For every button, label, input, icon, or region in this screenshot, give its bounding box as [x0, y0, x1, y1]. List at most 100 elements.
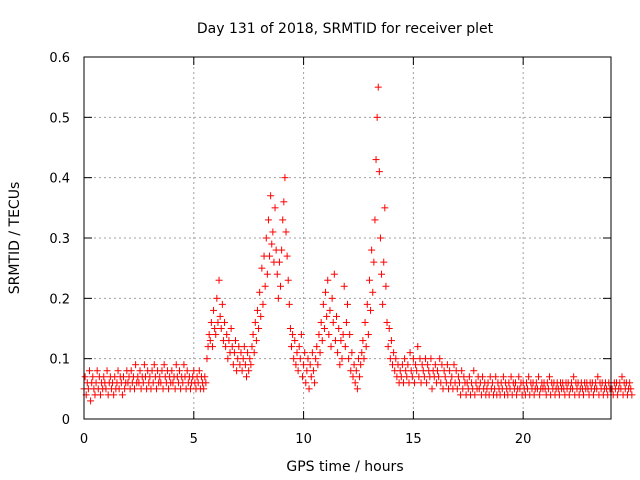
data-point [230, 349, 238, 357]
x-tick-label: 0 [80, 432, 88, 447]
data-point [363, 300, 371, 308]
data-point [546, 373, 554, 381]
data-point [357, 361, 365, 369]
data-point [381, 204, 389, 212]
data-point [224, 355, 232, 363]
data-point [81, 373, 89, 381]
data-point [297, 331, 305, 339]
data-point [302, 379, 310, 387]
data-point [428, 385, 436, 393]
data-point [275, 258, 283, 266]
data-point [288, 343, 296, 351]
data-point [435, 373, 443, 381]
data-point [414, 343, 422, 351]
x-tick-label: 15 [405, 432, 422, 447]
data-point [256, 288, 264, 296]
data-point [378, 270, 386, 278]
data-point [214, 318, 222, 326]
data-point [350, 361, 358, 369]
data-point [384, 343, 392, 351]
data-point [290, 355, 298, 363]
data-point [303, 367, 311, 375]
data-point [325, 331, 333, 339]
data-point [298, 373, 306, 381]
data-point [390, 349, 398, 357]
data-point [304, 355, 312, 363]
data-point [100, 373, 108, 381]
data-point [160, 361, 168, 369]
data-point [279, 216, 287, 224]
data-point [267, 192, 275, 200]
data-point [344, 300, 351, 308]
data-point [305, 385, 313, 393]
data-point [251, 318, 259, 326]
y-axis-label: SRMTID / TECUs [7, 182, 23, 295]
data-point [216, 312, 224, 320]
data-point [392, 355, 400, 363]
data-point [406, 349, 414, 357]
data-point [423, 379, 431, 387]
data-point [359, 337, 367, 345]
data-point [212, 331, 220, 339]
data-point [334, 349, 342, 357]
data-point [93, 367, 101, 375]
data-point [314, 361, 322, 369]
data-point [207, 318, 215, 326]
data-point [244, 349, 252, 357]
y-tick-label: 0.1 [49, 353, 70, 368]
data-point [308, 349, 316, 357]
data-point [375, 168, 383, 176]
y-tick-label: 0.3 [49, 232, 70, 247]
data-point [284, 276, 292, 284]
data-point [337, 337, 345, 345]
data-point [448, 373, 456, 381]
data-point [168, 367, 176, 375]
data-point [127, 367, 135, 375]
data-point [329, 318, 337, 326]
data-point [96, 391, 104, 399]
data-point [330, 270, 338, 278]
data-point [150, 361, 158, 369]
data-point [246, 355, 254, 363]
data-point [345, 355, 353, 363]
data-point [360, 355, 368, 363]
data-point [626, 379, 634, 387]
data-point [369, 288, 377, 296]
data-point [338, 355, 346, 363]
data-point [203, 355, 211, 363]
data-point [228, 343, 236, 351]
data-point [136, 367, 144, 375]
data-point [413, 367, 421, 375]
data-point [515, 373, 523, 381]
data-point [404, 361, 412, 369]
data-point [259, 300, 267, 308]
data-point [238, 367, 246, 375]
data-point [335, 325, 343, 332]
data-point [349, 373, 357, 381]
data-point [89, 373, 97, 381]
data-point [424, 361, 432, 369]
data-point [352, 367, 360, 375]
data-point [312, 355, 320, 363]
data-point [206, 337, 214, 345]
data-point [200, 385, 208, 393]
data-point [362, 343, 370, 351]
data-point [339, 331, 347, 339]
y-tick-label: 0.2 [49, 292, 70, 307]
data-point [370, 258, 378, 266]
data-point [368, 246, 376, 254]
data-point [263, 270, 271, 278]
data-point [223, 331, 231, 339]
data-point [282, 228, 290, 236]
data-point [313, 343, 321, 351]
data-point [380, 258, 388, 266]
data-point [274, 294, 282, 302]
data-point [269, 228, 277, 236]
data-point [245, 367, 253, 375]
data-point [277, 282, 285, 290]
data-point [172, 361, 180, 369]
data-point [285, 300, 293, 308]
data-point [195, 367, 203, 375]
data-point [307, 373, 315, 381]
data-point [103, 367, 111, 375]
